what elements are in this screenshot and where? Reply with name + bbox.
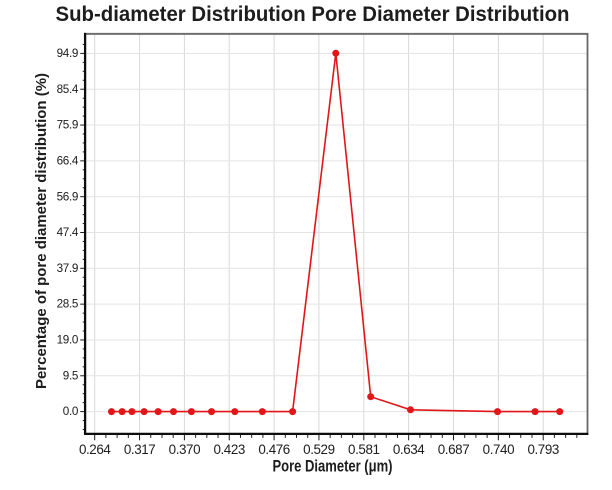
svg-text:75.9: 75.9 <box>57 119 78 132</box>
svg-text:56.9: 56.9 <box>57 190 78 203</box>
svg-text:94.9: 94.9 <box>57 47 78 60</box>
svg-text:0.0: 0.0 <box>63 405 79 418</box>
svg-text:0.370: 0.370 <box>169 442 201 457</box>
svg-text:66.4: 66.4 <box>57 155 79 168</box>
svg-text:Pore Diameter (μm): Pore Diameter (μm) <box>273 458 393 476</box>
svg-text:0.793: 0.793 <box>527 442 559 457</box>
svg-text:0.687: 0.687 <box>438 442 470 457</box>
svg-text:0.476: 0.476 <box>258 442 290 457</box>
svg-text:47.4: 47.4 <box>57 226 79 239</box>
svg-text:28.5: 28.5 <box>57 298 79 311</box>
svg-text:Sub-diameter Distribution Pore: Sub-diameter Distribution Pore Diameter … <box>56 2 570 26</box>
svg-text:0.317: 0.317 <box>124 442 156 457</box>
svg-text:0.529: 0.529 <box>303 442 335 457</box>
svg-text:0.581: 0.581 <box>348 442 380 457</box>
svg-text:0.423: 0.423 <box>213 442 245 457</box>
svg-text:85.4: 85.4 <box>57 83 79 96</box>
svg-text:19.0: 19.0 <box>57 334 79 347</box>
svg-text:0.634: 0.634 <box>393 442 425 457</box>
svg-text:9.5: 9.5 <box>63 369 79 382</box>
svg-text:Percentage of pore diameter di: Percentage of pore diameter distribution… <box>33 73 50 389</box>
svg-text:0.740: 0.740 <box>483 442 515 457</box>
svg-text:0.264: 0.264 <box>79 442 111 457</box>
svg-text:37.9: 37.9 <box>57 262 78 275</box>
